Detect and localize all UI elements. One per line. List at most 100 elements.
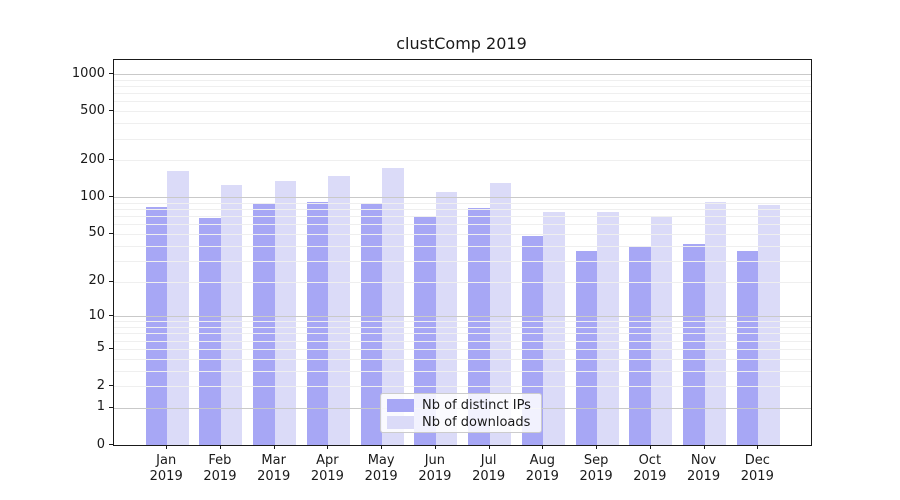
gridline-major: [114, 316, 811, 318]
x-tick-label-nov-2019: Nov 2019: [687, 453, 721, 484]
x-tick-label-apr-2019: Apr 2019: [310, 453, 344, 484]
gridline-major: [114, 197, 811, 199]
bar-distinct-ips-sep-2019: [575, 251, 598, 445]
x-tick-label-may-2019: May 2019: [364, 453, 398, 484]
x-tick-mark: [649, 445, 651, 449]
gridline-major: [114, 74, 811, 76]
y-tick-label-500: 500: [80, 102, 105, 118]
gridline-minor: [114, 358, 811, 360]
x-tick-label-aug-2019: Aug 2019: [525, 453, 559, 484]
x-tick-mark: [757, 445, 759, 449]
bar-downloads-aug-2019: [543, 211, 565, 445]
y-tick-label-0: 0: [96, 436, 105, 452]
chart-title: clustComp 2019: [396, 34, 527, 53]
x-tick-label-jan-2019: Jan 2019: [149, 453, 183, 484]
y-tick-label-2: 2: [96, 377, 105, 393]
legend-label-distinct-ips: Nb of distinct IPs: [422, 397, 531, 413]
bar-downloads-apr-2019: [328, 175, 350, 445]
bar-downloads-oct-2019: [650, 216, 673, 445]
bar-distinct-ips-jan-2019: [145, 207, 168, 445]
x-tick-mark: [703, 445, 705, 449]
x-tick-label-sep-2019: Sep 2019: [579, 453, 613, 484]
gridline-minor: [114, 245, 811, 247]
y-tick-mark: [109, 196, 113, 198]
legend-swatch-ips-icon: [387, 399, 414, 412]
y-tick-label-100: 100: [80, 188, 105, 204]
gridline-minor: [114, 93, 811, 95]
gridline-minor: [114, 216, 811, 218]
bar-distinct-ips-jul-2019: [468, 208, 490, 445]
y-tick-label-50: 50: [88, 225, 105, 241]
bar-downloads-dec-2019: [758, 204, 780, 445]
y-tick-label-1000: 1000: [71, 65, 105, 81]
bar-distinct-ips-jun-2019: [414, 216, 436, 445]
y-tick-mark: [109, 347, 113, 349]
x-tick-mark: [273, 445, 275, 449]
gridline-minor: [114, 86, 811, 88]
x-tick-label-oct-2019: Oct 2019: [633, 453, 667, 484]
bar-distinct-ips-may-2019: [360, 204, 383, 445]
gridline-minor: [114, 160, 811, 162]
x-tick-mark: [542, 445, 544, 449]
gridline-minor: [114, 101, 811, 103]
legend-item-downloads: Nb of downloads: [387, 414, 541, 431]
y-tick-mark: [109, 159, 113, 161]
bar-distinct-ips-feb-2019: [199, 218, 221, 445]
x-tick-label-mar-2019: Mar 2019: [257, 453, 291, 484]
bar-distinct-ips-mar-2019: [253, 203, 275, 445]
x-tick-label-jun-2019: Jun 2019: [418, 453, 452, 484]
gridline-minor: [114, 333, 811, 335]
legend-item-distinct-ips: Nb of distinct IPs: [387, 397, 541, 414]
legend-label-downloads: Nb of downloads: [422, 414, 531, 430]
gridline-minor: [114, 79, 811, 81]
plot-area: Nb of distinct IPs Nb of downloads: [113, 59, 812, 446]
gridline-minor: [114, 138, 811, 140]
gridline-minor: [114, 321, 811, 323]
bar-distinct-ips-apr-2019: [306, 201, 329, 445]
gridline-minor: [114, 224, 811, 226]
y-tick-mark: [109, 406, 113, 408]
x-tick-mark: [488, 445, 490, 449]
x-tick-mark: [596, 445, 598, 449]
bar-downloads-nov-2019: [704, 201, 727, 445]
gridline-minor: [114, 327, 811, 329]
x-tick-mark: [381, 445, 383, 449]
y-tick-label-10: 10: [88, 307, 105, 323]
y-tick-label-200: 200: [80, 151, 105, 167]
bar-distinct-ips-dec-2019: [736, 251, 759, 445]
y-tick-mark: [109, 280, 113, 282]
y-tick-mark: [109, 315, 113, 317]
legend-swatch-downloads-icon: [387, 416, 414, 429]
y-tick-mark: [109, 232, 113, 234]
bar-downloads-jan-2019: [167, 170, 189, 445]
bar-downloads-may-2019: [382, 168, 404, 445]
gridline-minor: [114, 260, 811, 262]
gridline-minor: [114, 370, 811, 372]
y-tick-mark: [109, 385, 113, 387]
gridline-minor: [114, 340, 811, 342]
gridline-minor: [114, 123, 811, 125]
y-tick-mark: [109, 73, 113, 75]
gridline-minor: [114, 202, 811, 204]
x-tick-label-jul-2019: Jul 2019: [472, 453, 506, 484]
gridline-minor: [114, 348, 811, 350]
gridline-minor: [114, 111, 811, 113]
bar-downloads-mar-2019: [274, 180, 297, 445]
bar-downloads-jun-2019: [435, 192, 458, 445]
x-tick-label-feb-2019: Feb 2019: [203, 453, 237, 484]
bar-downloads-feb-2019: [220, 184, 243, 445]
x-tick-label-dec-2019: Dec 2019: [740, 453, 774, 484]
x-tick-mark: [327, 445, 329, 449]
gridline-minor: [114, 233, 811, 235]
x-tick-mark: [219, 445, 221, 449]
bar-distinct-ips-oct-2019: [629, 245, 651, 445]
y-tick-label-5: 5: [96, 340, 105, 356]
x-tick-mark: [166, 445, 168, 449]
gridline-minor: [114, 386, 811, 388]
bar-downloads-jul-2019: [489, 183, 512, 445]
gridline-minor: [114, 209, 811, 211]
bar-downloads-sep-2019: [597, 211, 619, 445]
y-tick-label-20: 20: [88, 273, 105, 289]
bar-distinct-ips-nov-2019: [683, 244, 705, 445]
